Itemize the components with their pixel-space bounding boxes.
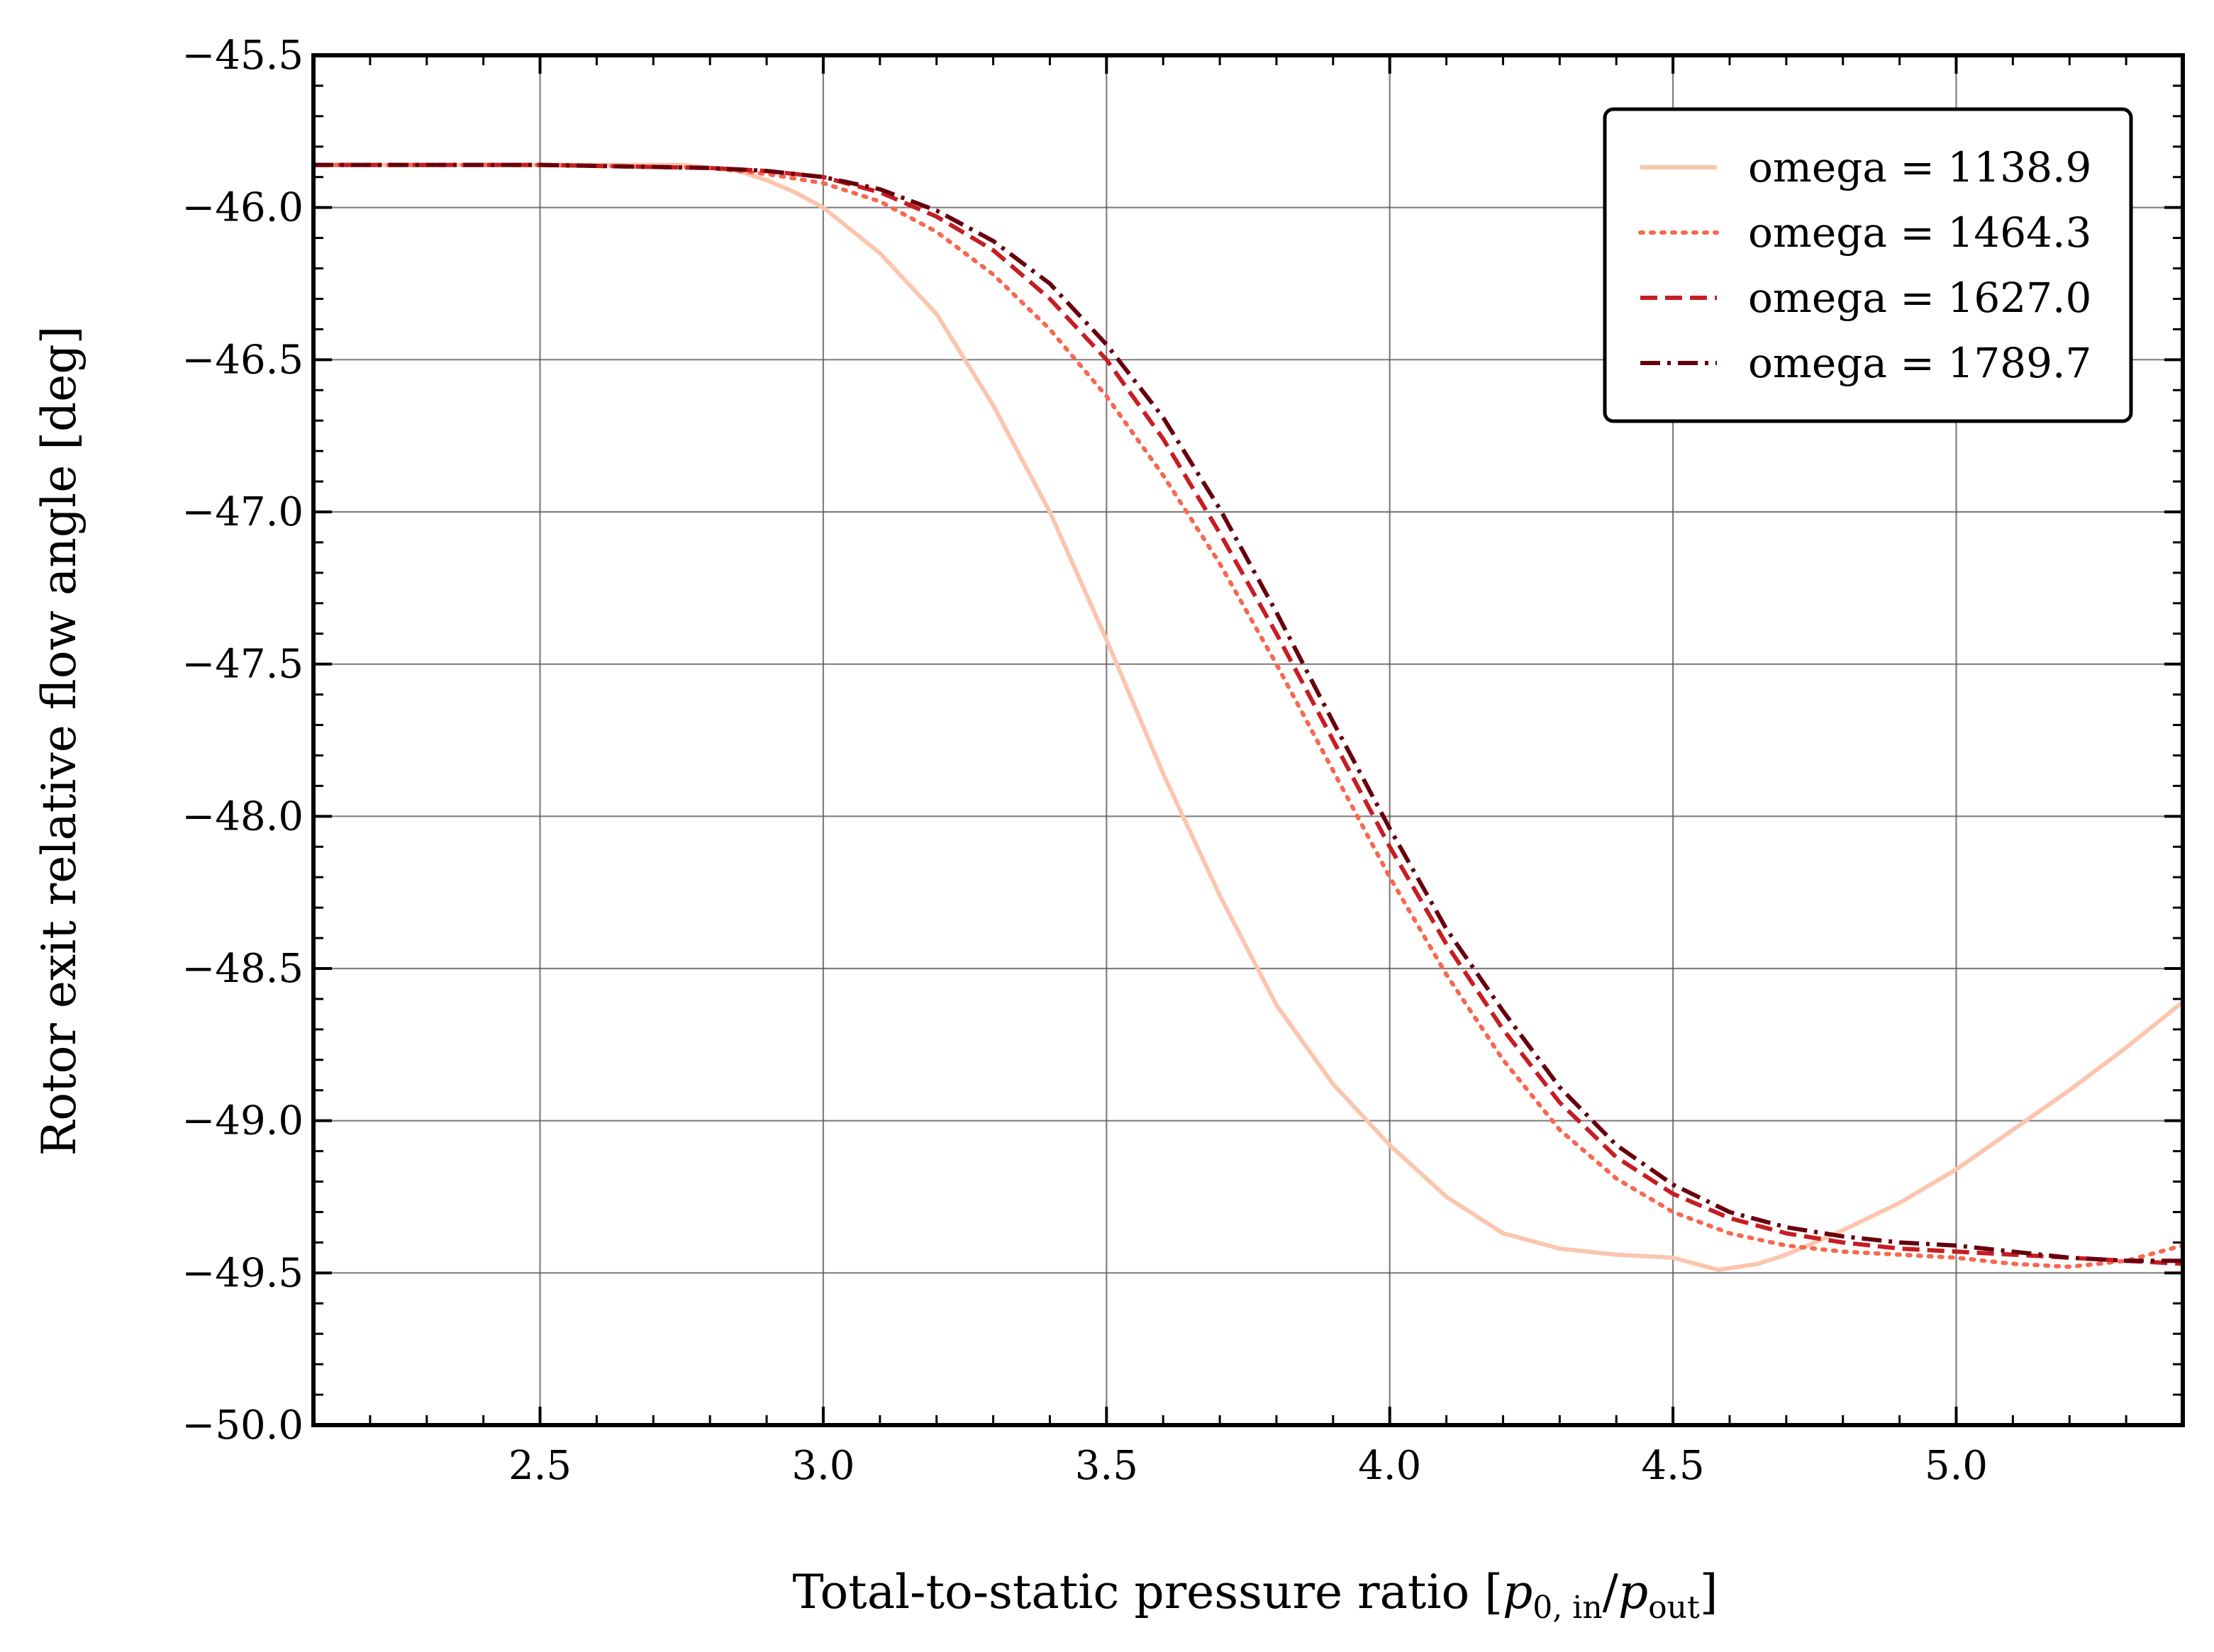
- y-axis-title: Rotor exit relative flow angle [deg]: [32, 326, 87, 1156]
- y-tick-label: −50.0: [182, 1402, 304, 1449]
- y-tick-label: −46.0: [182, 185, 304, 231]
- legend: omega = 1138.9 omega = 1464.3 omega = 1627…: [1603, 107, 2133, 423]
- x-tick-labels: 2.5 3.0 3.5 4.0 4.5 5.0: [508, 1443, 1988, 1489]
- y-tick-label: −49.0: [182, 1098, 304, 1144]
- legend-label-1: omega = 1138.9: [1748, 143, 2091, 191]
- y-tick-label: −49.5: [182, 1250, 304, 1296]
- y-tick-label: −48.0: [182, 793, 304, 839]
- series-line-2: [313, 162, 2183, 1269]
- y-tick-labels: −50.0 −49.5 −49.0 −48.5 −48.0 −47.5 −47.0 −46.5…: [182, 33, 304, 1449]
- x-axis-title: Total-to-static pressure ratio [p0, in/p…: [793, 1565, 1718, 1626]
- x-tick-label: 3.0: [791, 1443, 855, 1489]
- series-line-3: [313, 162, 2183, 1266]
- x-tick-label: 5.0: [1925, 1443, 1988, 1489]
- x-tick-label: 2.5: [508, 1443, 572, 1489]
- x-tick-label: 4.0: [1358, 1443, 1421, 1489]
- legend-box: [1603, 107, 2133, 423]
- series-line-1: [313, 162, 2183, 1272]
- y-tick-label: −46.5: [182, 337, 304, 383]
- series-line-4: [313, 162, 2183, 1263]
- series-lines: [313, 162, 2183, 1272]
- y-tick-label: −48.5: [182, 946, 304, 992]
- grid-lines: [313, 54, 2183, 1427]
- plot-frame: [311, 53, 2185, 1427]
- legend-label-2: omega = 1464.3: [1748, 208, 2091, 257]
- axis-ticks: [312, 54, 2184, 1427]
- legend-label-3: omega = 1627.0: [1748, 274, 2091, 322]
- y-tick-label: −47.5: [182, 642, 304, 688]
- y-tick-label: −47.0: [182, 489, 304, 535]
- x-tick-label: 3.5: [1075, 1443, 1138, 1489]
- x-tick-label: 4.5: [1642, 1443, 1705, 1489]
- y-tick-label: −45.5: [182, 33, 304, 79]
- legend-label-4: omega = 1789.7: [1748, 339, 2091, 387]
